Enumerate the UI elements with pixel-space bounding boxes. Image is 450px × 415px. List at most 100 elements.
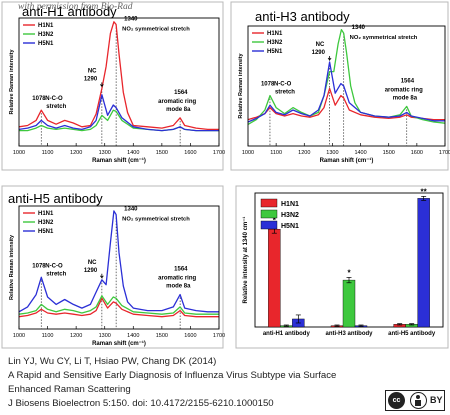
annotation-a1078: 1078 [261, 82, 275, 88]
annotation-mode: mode 8a [393, 95, 418, 101]
x-tick-label: 1400 [127, 333, 139, 339]
citation-authors: Lin YJ, Wu CY, Li T, Hsiao PW, Chang DK … [8, 356, 217, 367]
x-tick-label: 1500 [156, 150, 168, 156]
x-tick-label: 1600 [184, 150, 196, 156]
x-tick-label: 1100 [270, 150, 282, 156]
annotation-aromatic: aromatic ring [158, 276, 196, 282]
x-tick-label: 1200 [298, 150, 310, 156]
x-tick-label: 1600 [411, 150, 423, 156]
annotation-aromatic: aromatic ring [158, 99, 196, 105]
annotation-a1290: 1290 [84, 76, 98, 82]
annotation-nc: NC [88, 260, 97, 266]
bar-h1n1 [268, 228, 281, 328]
arrow-icon [100, 273, 104, 279]
panel-frame [1, 1, 224, 171]
annotation-a1078: 1078 [32, 96, 46, 102]
y-axis-label: Relative Raman intensity [238, 53, 244, 119]
x-axis-label: Raman shift (cm⁻¹) [92, 157, 146, 164]
panel-title: anti-H1 antibody [22, 4, 117, 19]
category-label: anti-H1 antibody [263, 331, 311, 337]
annotation-a1340: 1340 [124, 16, 138, 22]
legend-label-h1n1: H1N1 [38, 211, 54, 217]
x-tick-label: 1300 [99, 333, 111, 339]
cc-license-badge[interactable]: cc BY [385, 390, 445, 411]
legend-swatch-h5n1 [260, 220, 278, 230]
category-label: anti-H3 antibody [325, 331, 373, 337]
series-line-h5n1 [247, 61, 445, 123]
x-tick-label: 1300 [326, 150, 338, 156]
citation-title-line-1: A Rapid and Sensitive Early Diagnosis of… [8, 370, 337, 381]
legend-label-h1n1: H1N1 [267, 31, 283, 37]
citation-title-line-2: Enhanced Raman Scattering [8, 384, 131, 395]
legend-label-h3n2: H3N2 [38, 32, 54, 38]
series-line-h1n1 [18, 21, 219, 131]
x-axis-label: Raman shift (cm⁻¹) [92, 340, 146, 347]
plot-axes-box [247, 25, 446, 147]
x-tick-label: 1700 [439, 150, 450, 156]
annotation-nco: N-C-O [45, 96, 63, 102]
arrow-icon [327, 56, 332, 62]
x-tick-label: 1000 [13, 333, 25, 339]
annotation-aromatic: aromatic ring [385, 87, 423, 93]
significance-mark: * [273, 216, 277, 225]
annotation-stretch: stretch [46, 271, 66, 277]
x-tick-label: 1100 [42, 150, 54, 156]
watermark-text: with permission from Bio-Rad [18, 2, 133, 12]
legend-label-h3n2: H3N2 [281, 212, 299, 219]
x-tick-label: 1200 [70, 333, 82, 339]
plot-axes-box [18, 205, 220, 330]
legend-label-h3n2: H3N2 [267, 40, 283, 46]
spectrum-panel-3: 1000 1100 1200 1300 1400 1500 1600 1700 Raman sh… [1, 185, 225, 349]
x-tick-label: 1000 [242, 150, 254, 156]
x-tick-label: 1100 [42, 333, 54, 339]
annotation-stretch: stretch [275, 90, 295, 96]
series-line-h5n1 [18, 94, 219, 132]
annotation-a1078: 1078 [32, 263, 46, 269]
y-axis-label: Relative Raman intensity [9, 49, 15, 115]
arrow-icon [100, 82, 104, 88]
series-line-h1n1 [18, 297, 219, 318]
legend-label-h3n2: H3N2 [38, 220, 54, 226]
figure-canvas: 1000 1100 1200 1300 1400 1500 1600 1700 Raman sh… [1, 1, 450, 349]
significance-mark: * [347, 268, 351, 277]
cc-icon: cc [388, 392, 405, 409]
series-line-h3n2 [18, 295, 219, 315]
x-axis-label: Raman shift (cm⁻¹) [320, 157, 374, 164]
y-axis-label: Relative Raman intensity [9, 234, 15, 300]
annotation-a1340: 1340 [352, 25, 366, 31]
cc-by-label: BY [430, 395, 443, 405]
citation-journal: J Biosens Bioelectron 5:150. doi: 10.417… [8, 398, 274, 409]
series-line-h3n2 [247, 28, 446, 125]
plot-axes-box [18, 17, 220, 147]
spectrum-panel-1: 1000 1100 1200 1300 1400 1500 1600 1700 Raman sh… [1, 1, 225, 171]
annotation-nco: N-C-O [274, 82, 292, 88]
annotation-mode: mode 8a [166, 284, 191, 290]
annotation-nc: NC [316, 42, 325, 48]
legend-label-h5n1: H5N1 [38, 41, 54, 47]
attribution-person-icon [410, 392, 427, 409]
series-line-h5n1 [18, 210, 219, 313]
x-tick-label: 1300 [99, 150, 111, 156]
bar-h5n1 [417, 198, 430, 328]
legend-label-h5n1: H5N1 [281, 223, 299, 230]
x-tick-label: 1600 [184, 333, 196, 339]
annotation-no2: NO₂ symmetrical stretch [122, 217, 190, 223]
legend-swatch-h1n1 [260, 198, 278, 208]
annotation-no2: NO₂ symmetrical stretch [122, 26, 190, 32]
annotation-nco: N-C-O [45, 263, 63, 269]
x-tick-label: 1500 [156, 333, 168, 339]
annotation-a1290: 1290 [84, 268, 98, 274]
panel-title: anti-H5 antibody [8, 191, 103, 206]
legend-label-h5n1: H5N1 [267, 49, 283, 55]
x-tick-label: 1500 [383, 150, 395, 156]
x-tick-label: 1400 [127, 150, 139, 156]
annotation-no2: NO₂ symmetrical stretch [350, 35, 418, 41]
annotation-a1564: 1564 [401, 78, 415, 84]
spectrum-panel-2: 1000 1100 1200 1300 1400 1500 1600 1700 Raman sh… [230, 1, 450, 171]
annotation-a1564: 1564 [174, 267, 188, 273]
series-line-h1n1 [247, 87, 445, 121]
panel-title: anti-H3 antibody [255, 9, 350, 24]
annotation-nc: NC [88, 68, 97, 74]
x-tick-label: 1000 [13, 150, 25, 156]
annotation-a1340: 1340 [124, 207, 138, 213]
